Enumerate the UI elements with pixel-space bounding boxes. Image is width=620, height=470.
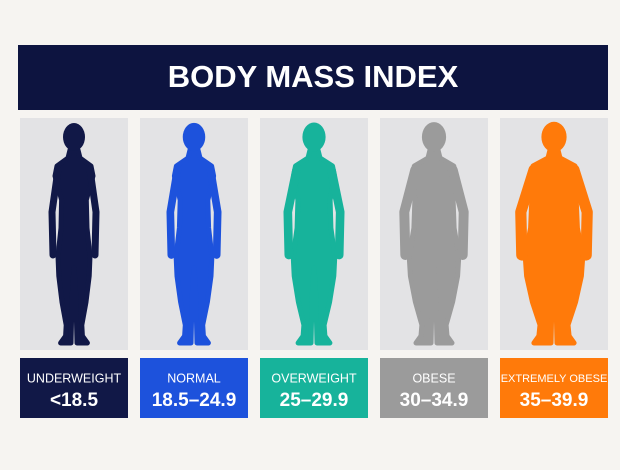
label-box xyxy=(140,358,248,418)
title-banner xyxy=(18,45,608,110)
head xyxy=(182,122,206,152)
bmi-range: <18.5 xyxy=(50,390,99,411)
body xyxy=(171,147,217,346)
label-box xyxy=(20,358,128,418)
arm xyxy=(568,164,593,261)
bmi-range: 18.5–24.9 xyxy=(152,390,237,411)
bmi-range: 35–39.9 xyxy=(520,390,589,411)
arm xyxy=(86,166,100,259)
arm xyxy=(515,164,540,261)
category-label: NORMAL xyxy=(167,371,221,385)
arm xyxy=(206,166,222,259)
head xyxy=(63,123,85,151)
bmi-range: 30–34.9 xyxy=(400,390,469,411)
category-label: UNDERWEIGHT xyxy=(27,371,122,385)
category-label: OVERWEIGHT xyxy=(271,371,357,385)
arm xyxy=(48,166,62,259)
body xyxy=(290,147,338,346)
arm xyxy=(447,165,469,260)
arm xyxy=(327,165,345,260)
body xyxy=(52,147,96,346)
body xyxy=(406,147,462,346)
label-box xyxy=(500,358,608,418)
label-box xyxy=(260,358,368,418)
head xyxy=(302,122,326,152)
arm xyxy=(166,166,182,259)
label-box xyxy=(380,358,488,418)
arm xyxy=(399,165,421,260)
category-label: OBESE xyxy=(412,371,455,385)
arm xyxy=(283,165,301,260)
head xyxy=(541,121,567,153)
bmi-range: 25–29.9 xyxy=(280,390,349,411)
category-label: EXTREMELY OBESE xyxy=(501,373,608,385)
head xyxy=(421,122,447,152)
title: BODY MASS INDEX xyxy=(168,59,459,94)
